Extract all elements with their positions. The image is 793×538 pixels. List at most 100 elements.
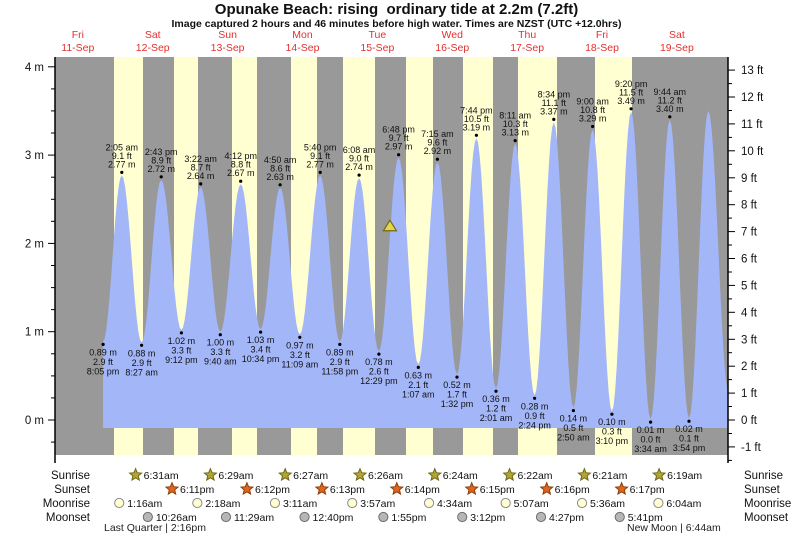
tide-extreme-dot [649, 420, 653, 424]
event-time-label: 11:29am [234, 512, 274, 524]
svg-text:10.5 ft: 10.5 ft [464, 114, 490, 124]
svg-text:2.63 m: 2.63 m [266, 172, 294, 182]
right-axis-label: 0 ft [741, 415, 758, 427]
event-time-label: 6:21am [592, 470, 627, 482]
svg-text:10.3 ft: 10.3 ft [503, 119, 529, 129]
svg-text:2.6 ft: 2.6 ft [369, 367, 390, 377]
low-tide-label: 0.02 m0.1 ft3:54 pm [673, 424, 706, 453]
moonrise-circle-icon [500, 497, 511, 509]
chart-subtitle: Image captured 2 hours and 46 minutes be… [171, 18, 622, 30]
svg-text:9.0 ft: 9.0 ft [349, 154, 370, 164]
right-axis-label: 1 ft [741, 388, 758, 400]
tide-extreme-dot [120, 170, 124, 174]
svg-text:9.1 ft: 9.1 ft [112, 151, 133, 161]
low-tide-label: 0.88 m2.9 ft8:27 am [125, 348, 158, 377]
svg-text:0.01 m: 0.01 m [637, 425, 665, 435]
svg-text:0.1 ft: 0.1 ft [679, 434, 700, 444]
event-time-label: 4:34am [437, 498, 472, 510]
event-time-label: 4:27pm [549, 512, 584, 524]
tide-extreme-dot [199, 182, 203, 186]
sunrise-star-icon [128, 467, 143, 482]
right-axis-label: 6 ft [741, 254, 758, 266]
sunset-star-icon [539, 481, 554, 496]
sunrise-star-icon [352, 467, 368, 482]
right-axis-label: 7 ft [741, 227, 758, 239]
left-axis-label: 2 m [25, 238, 44, 250]
svg-text:11.1 ft: 11.1 ft [542, 98, 567, 108]
day-headers: Fri11-SepSat12-SepSun13-SepMon14-SepTue1… [61, 29, 694, 54]
svg-text:0.63 m: 0.63 m [405, 370, 433, 380]
current-tide-marker-icon [382, 219, 398, 232]
svg-text:11:09 am: 11:09 am [281, 359, 318, 369]
svg-text:0.5 ft: 0.5 ft [563, 423, 584, 433]
moonrise-circle-icon [347, 497, 358, 509]
sunset-star-icon [614, 481, 629, 496]
svg-text:2.67 m: 2.67 m [227, 168, 255, 178]
svg-text:0.89 m: 0.89 m [89, 347, 117, 357]
high-tide-label: 6:08 am9.0 ft2.74 m [343, 145, 376, 172]
event-time-label: 6:19am [667, 470, 702, 482]
tide-extreme-dot [377, 352, 381, 356]
svg-text:2.97 m: 2.97 m [385, 142, 413, 152]
svg-text:0.97 m: 0.97 m [286, 340, 314, 350]
day-date-label: 17-Sep [510, 42, 544, 54]
svg-text:2.72 m: 2.72 m [147, 164, 175, 174]
svg-text:6:48 pm: 6:48 pm [382, 125, 415, 135]
low-tide-labels: 0.89 m2.9 ft8:05 pm0.88 m2.9 ft8:27 am1.… [87, 330, 706, 454]
day-weekday-label: Thu [518, 29, 536, 41]
row-label-right: Sunset [744, 484, 781, 496]
event-time-label: 6:26am [368, 470, 403, 482]
svg-text:10.8 ft: 10.8 ft [580, 105, 606, 115]
chart-title: Opunake Beach: rising ordinary tide at 2… [214, 1, 579, 18]
moonset-circle-icon [614, 511, 625, 523]
right-axis-label: 3 ft [741, 334, 758, 346]
event-time-label: 6:24am [443, 470, 478, 482]
right-axis-label: 11 ft [741, 119, 763, 131]
left-axis-label: 1 m [25, 327, 44, 339]
svg-text:2.9 ft: 2.9 ft [93, 357, 114, 367]
event-time-label: 1:16am [127, 498, 162, 510]
high-tide-label: 2:05 am9.1 ft2.77 m [106, 142, 139, 169]
svg-text:2:01 am: 2:01 am [480, 413, 513, 423]
tide-extreme-dot [435, 157, 439, 161]
sunset-star-icon [389, 481, 405, 496]
high-tide-labels: 2:05 am9.1 ft2.77 m2:43 pm8.9 ft2.72 m3:… [106, 79, 686, 187]
right-axis-label: 12 ft [741, 92, 764, 104]
svg-text:8:34 pm: 8:34 pm [538, 89, 571, 99]
right-axis-label: 10 ft [741, 146, 764, 158]
sunrise-star-icon [651, 467, 667, 482]
day-date-label: 14-Sep [286, 42, 320, 54]
svg-text:2.74 m: 2.74 m [345, 162, 373, 172]
svg-text:4:12 pm: 4:12 pm [224, 151, 257, 161]
tide-extreme-dot [610, 412, 614, 416]
high-tide-label: 2:43 pm8.9 ft2.72 m [145, 147, 178, 174]
low-tide-label: 0.52 m1.7 ft1:32 pm [441, 380, 474, 409]
tide-extreme-dot [298, 335, 302, 339]
day-weekday-label: Sat [145, 29, 161, 41]
high-tide-label: 7:15 am9.6 ft2.92 m [421, 129, 454, 156]
event-time-label: 6:16pm [555, 484, 590, 496]
svg-text:2:43 pm: 2:43 pm [145, 147, 178, 157]
svg-text:1.02 m: 1.02 m [168, 336, 196, 346]
svg-text:7:15 am: 7:15 am [421, 129, 454, 139]
moonset-circle-icon [299, 511, 310, 523]
sunrise-star-icon [277, 467, 293, 482]
svg-text:3.2 ft: 3.2 ft [290, 350, 311, 360]
svg-text:3:34 am: 3:34 am [634, 444, 667, 454]
high-tide-label: 4:12 pm8.8 ft2.67 m [224, 151, 257, 178]
event-time-label: 5:07am [514, 498, 549, 510]
event-time-label: 6:22am [518, 470, 553, 482]
row-label-left: Sunset [54, 484, 91, 496]
row-label-right: Moonset [744, 512, 789, 524]
row-label-left: Moonrise [43, 498, 90, 510]
tide-extreme-dot [591, 124, 595, 129]
low-tide-label: 0.28 m0.9 ft2:24 pm [518, 401, 551, 430]
tide-extreme-dot [318, 170, 322, 174]
